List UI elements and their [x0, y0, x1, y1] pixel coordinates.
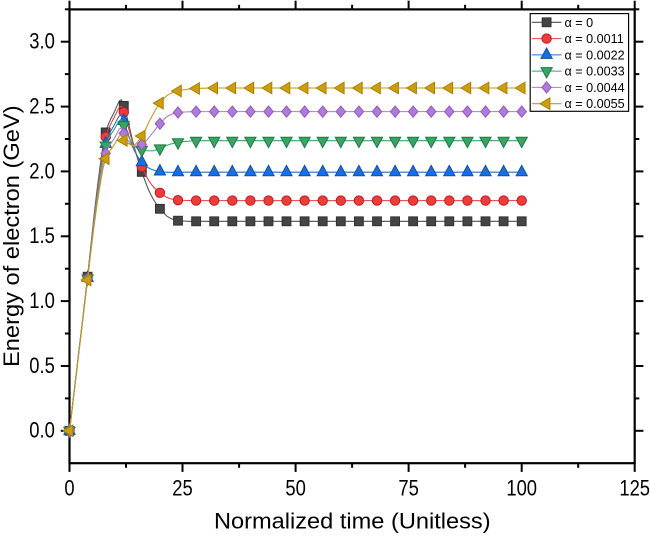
svg-text:75: 75	[398, 476, 419, 501]
svg-text:α = 0.0033: α = 0.0033	[565, 65, 625, 79]
svg-text:α = 0.0022: α = 0.0022	[565, 48, 625, 62]
svg-text:α = 0: α = 0	[565, 16, 594, 30]
svg-text:125: 125	[619, 476, 650, 501]
svg-text:50: 50	[285, 476, 306, 501]
svg-text:α = 0.0055: α = 0.0055	[565, 97, 625, 111]
svg-text:Energy of electron (GeV): Energy of electron (GeV)	[0, 105, 24, 367]
svg-text:3.0: 3.0	[29, 29, 55, 54]
svg-text:α = 0.0044: α = 0.0044	[565, 81, 625, 95]
svg-text:1.0: 1.0	[29, 288, 55, 313]
svg-text:Normalized time (Unitless): Normalized time (Unitless)	[214, 509, 491, 534]
svg-text:1.5: 1.5	[29, 223, 55, 248]
svg-text:2.5: 2.5	[29, 94, 55, 119]
svg-text:25: 25	[172, 476, 193, 501]
svg-text:100: 100	[506, 476, 537, 501]
svg-text:0.5: 0.5	[29, 353, 55, 378]
svg-text:0: 0	[64, 476, 74, 501]
svg-text:0.0: 0.0	[29, 418, 55, 443]
svg-text:2.0: 2.0	[29, 158, 55, 183]
svg-text:α = 0.0011: α = 0.0011	[565, 32, 624, 46]
